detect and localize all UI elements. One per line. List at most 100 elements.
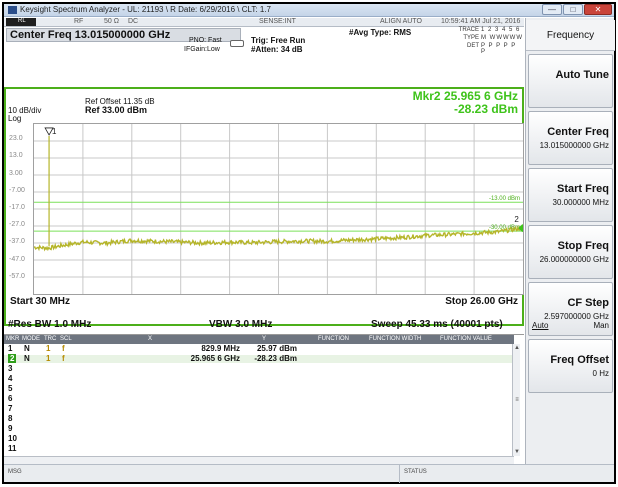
auto-tune-label: Auto Tune xyxy=(555,69,609,81)
table-horizontal-scrollbar[interactable] xyxy=(4,456,514,464)
y-tick-label: 23.0 xyxy=(9,135,23,143)
auto-tune-button[interactable]: Auto Tune xyxy=(528,54,613,108)
marker-table-row[interactable]: 1 N 1 f 829.9 MHz 25.97 dBm xyxy=(4,344,514,353)
pno-toggle-icon xyxy=(230,40,244,47)
center-freq-value: 13.015000000 GHz xyxy=(539,141,609,150)
col-scl: SCL xyxy=(60,336,72,342)
marker-table-row[interactable]: 11 xyxy=(4,444,514,453)
sweep-label: Sweep 45.33 ms (40001 pts) xyxy=(371,319,503,330)
freq-offset-label: Freq Offset xyxy=(550,354,609,366)
cf-step-button[interactable]: CF Step 2.597000000 GHz Auto Man xyxy=(528,282,613,336)
avg-type-label: #Avg Type: RMS xyxy=(349,28,412,37)
start-freq-button[interactable]: Start Freq 30.000000 MHz xyxy=(528,168,613,222)
center-freq-button[interactable]: Center Freq 13.015000000 GHz xyxy=(528,111,613,165)
softkey-menu-title: Frequency xyxy=(526,20,615,51)
stop-freq-button[interactable]: Stop Freq 26.000000000 GHz xyxy=(528,225,613,279)
col-trc: TRC xyxy=(44,336,57,342)
cell-scl: f xyxy=(62,344,65,353)
marker-table-row[interactable]: 8 xyxy=(4,414,514,423)
rf-input-label: RF xyxy=(74,18,84,25)
rl-indicator: RL xyxy=(6,18,36,26)
ref-level-label: Ref 33.00 dBm xyxy=(85,105,148,115)
cell-num: 9 xyxy=(8,424,13,433)
col-function-width: FUNCTION WIDTH xyxy=(369,336,422,342)
y-tick-label: -17.0 xyxy=(9,204,25,211)
scroll-up-icon[interactable]: ▲ xyxy=(514,345,520,351)
start-freq-value: 30.000000 MHz xyxy=(552,198,609,207)
marker-readout-amp: -28.23 dBm xyxy=(453,102,518,116)
center-freq-label: Center Freq xyxy=(547,126,609,138)
marker-table: MKR MODE TRC SCL X Y FUNCTION FUNCTION W… xyxy=(4,334,524,464)
col-x: X xyxy=(148,336,153,342)
marker-table-row[interactable]: 6 xyxy=(4,394,514,403)
maximize-button[interactable]: □ xyxy=(563,4,583,15)
align-label: ALIGN AUTO xyxy=(380,18,422,25)
marker-table-row[interactable]: 2 N 1 f 25.965 6 GHz -28.23 dBm xyxy=(4,354,514,363)
log-label: Log xyxy=(8,114,22,123)
y-tick-label: 3.00 xyxy=(9,169,23,177)
status-bar: MSG STATUS xyxy=(4,464,614,483)
spectrum-graph[interactable]: Ref Offset 11.35 dB Ref 33.00 dBm 10 dB/… xyxy=(4,87,527,326)
cf-step-auto-option[interactable]: Auto xyxy=(532,321,549,330)
msg-label: MSG xyxy=(8,469,22,475)
marker-readout: Mkr2 25.965 6 GHz -28.23 dBm xyxy=(413,90,518,116)
marker-table-row[interactable]: 10 xyxy=(4,434,514,443)
marker-readout-freq: Mkr2 25.965 6 GHz xyxy=(412,89,518,103)
cell-y: 25.97 dBm xyxy=(256,344,297,353)
trace-values: 1 2 3 4 5 6 xyxy=(481,27,521,33)
marker-table-row[interactable]: 3 xyxy=(4,364,514,373)
table-vertical-scrollbar[interactable]: ▲ ≡ ▼ xyxy=(512,344,520,456)
app-icon xyxy=(8,6,17,14)
stop-freq-value: 26.000000000 GHz xyxy=(539,255,609,264)
col-mkr: MKR xyxy=(6,336,20,342)
plot-area[interactable]: -13.00 dBm -30.00 dBm 1 2 xyxy=(33,123,527,295)
start-freq-label: Start 30 MHz xyxy=(10,296,71,307)
cell-num: 2 xyxy=(8,354,17,363)
cell-num: 1 xyxy=(8,344,13,353)
status-divider xyxy=(399,465,400,483)
reference-line-label: -30.00 dBm xyxy=(489,225,520,231)
cell-num: 4 xyxy=(8,374,13,383)
window-title: Keysight Spectrum Analyzer - UL: 21193 \… xyxy=(20,5,271,14)
scroll-down-icon[interactable]: ▼ xyxy=(514,449,520,455)
marker-table-row[interactable]: 9 xyxy=(4,424,514,433)
scroll-thumb-icon[interactable]: ≡ xyxy=(515,397,519,403)
cell-x: 829.9 MHz xyxy=(201,344,240,353)
coupling-label: DC xyxy=(128,18,139,25)
type-label: TYPE xyxy=(463,35,479,41)
cell-num: 11 xyxy=(8,444,17,453)
marker-table-row[interactable]: 5 xyxy=(4,384,514,393)
close-button[interactable]: ✕ xyxy=(584,4,612,15)
stop-freq-label: Stop 26.00 GHz xyxy=(445,296,518,307)
start-freq-softkey-label: Start Freq xyxy=(557,183,609,195)
y-tick-label: -47.0 xyxy=(9,255,25,263)
col-mode: MODE xyxy=(22,336,40,342)
pno-label: PNO: Fast xyxy=(189,37,222,44)
cf-step-label: CF Step xyxy=(567,297,609,309)
y-tick-label: -27.0 xyxy=(9,221,25,229)
cf-step-value: 2.597000000 GHz xyxy=(544,312,609,321)
reference-line-label: -13.00 dBm xyxy=(489,196,520,202)
ifgain-label: IFGain:Low xyxy=(184,46,220,53)
cell-mode: N xyxy=(24,344,30,353)
spectrum-plot: -13.00 dBm -30.00 dBm 1 2 xyxy=(33,124,527,294)
cell-num: 8 xyxy=(8,414,13,423)
cell-mode: N xyxy=(24,354,30,363)
cell-num: 10 xyxy=(8,434,17,443)
spectrum-trace xyxy=(33,225,524,252)
scale-label: 10 dB/div xyxy=(8,106,42,115)
cf-step-man-option[interactable]: Man xyxy=(593,321,609,330)
center-freq-header[interactable]: Center Freq 13.015000000 GHz xyxy=(6,28,241,42)
y-tick-label: -37.0 xyxy=(9,238,25,246)
minimize-button[interactable]: — xyxy=(542,4,562,15)
marker-table-row[interactable]: 7 xyxy=(4,404,514,413)
softkey-panel: Frequency Auto Tune Center Freq 13.01500… xyxy=(525,18,615,464)
type-values: M WWWWW xyxy=(481,35,523,41)
marker-table-row[interactable]: 4 xyxy=(4,374,514,383)
marker-table-header: MKR MODE TRC SCL X Y FUNCTION FUNCTION W… xyxy=(4,335,514,344)
trigger-label: Trig: Free Run xyxy=(251,36,306,45)
freq-offset-button[interactable]: Freq Offset 0 Hz xyxy=(528,339,613,393)
col-function: FUNCTION xyxy=(318,336,349,342)
cell-num: 7 xyxy=(8,404,13,413)
